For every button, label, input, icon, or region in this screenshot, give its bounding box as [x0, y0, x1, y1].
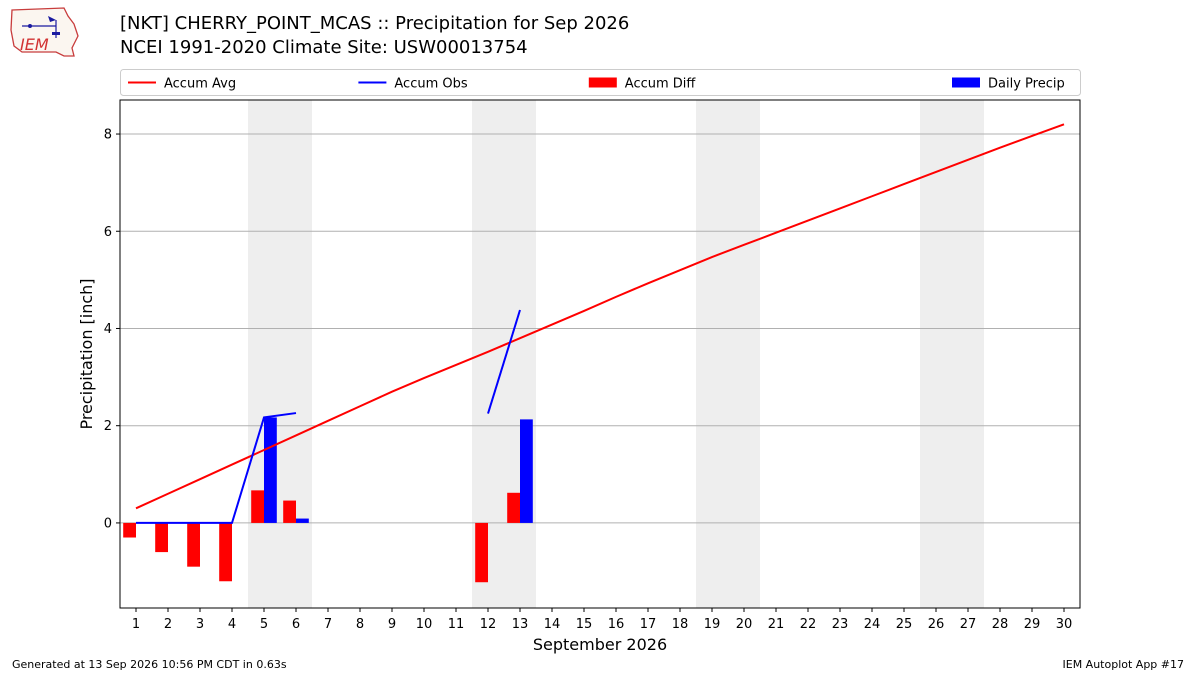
x-tick-label: 18 [672, 617, 689, 632]
accum-avg-line [135, 123, 1065, 510]
weekend-band [504, 100, 536, 608]
accum-diff-bar [251, 490, 264, 523]
x-tick-label: 22 [800, 617, 817, 632]
x-tick-label: 10 [416, 617, 433, 632]
x-tick-label: 13 [512, 617, 529, 632]
weekend-band [248, 100, 280, 608]
x-tick-label: 29 [1024, 617, 1041, 632]
x-tick-label: 17 [640, 617, 657, 632]
x-tick-label: 7 [324, 617, 332, 632]
y-tick-label: 8 [104, 128, 112, 143]
x-tick-label: 21 [768, 617, 785, 632]
accum-diff-bar [123, 522, 136, 538]
daily-precip-bar [264, 417, 277, 523]
x-tick-label: 25 [896, 617, 913, 632]
x-tick-label: 30 [1056, 617, 1073, 632]
generated-timestamp: Generated at 13 Sep 2026 10:56 PM CDT in… [12, 658, 287, 671]
logo-text: IEM [20, 35, 49, 54]
daily-precip-bar [520, 419, 533, 523]
y-tick-label: 4 [104, 322, 112, 337]
legend-swatch-accum-diff [588, 77, 617, 88]
accum-obs-line [487, 309, 521, 414]
x-tick-label: 20 [736, 617, 753, 632]
x-tick-label: 24 [864, 617, 881, 632]
x-tick-label: 5 [260, 617, 268, 632]
x-tick-label: 4 [228, 617, 236, 632]
accum-diff-bar [475, 522, 488, 583]
x-tick-label: 15 [576, 617, 593, 632]
x-tick-label: 14 [544, 617, 561, 632]
accum-diff-bar [219, 522, 232, 582]
x-tick-label: 3 [196, 617, 204, 632]
y-axis-label: Precipitation [inch] [77, 278, 96, 429]
accum-diff-bar [155, 522, 168, 553]
legend-label-accum-avg: Accum Avg [164, 77, 236, 92]
weekend-band [280, 100, 312, 608]
x-tick-label: 19 [704, 617, 721, 632]
accum-diff-bar [507, 492, 520, 523]
legend-label-daily-precip: Daily Precip [988, 77, 1065, 92]
x-tick-label: 28 [992, 617, 1009, 632]
app-credit: IEM Autoplot App #17 [1062, 658, 1185, 671]
x-tick-label: 2 [164, 617, 172, 632]
legend-label-accum-diff: Accum Diff [625, 77, 697, 92]
chart-title: [NKT] CHERRY_POINT_MCAS :: Precipitation… [120, 13, 630, 34]
x-tick-label: 12 [480, 617, 497, 632]
legend-label-accum-obs: Accum Obs [394, 77, 467, 92]
accum-diff-bar [187, 522, 200, 567]
y-tick-label: 2 [104, 419, 112, 434]
daily-precip-bar [296, 518, 309, 523]
x-tick-label: 8 [356, 617, 364, 632]
x-axis-label: September 2026 [533, 635, 667, 654]
legend-swatch-daily-precip [952, 77, 980, 88]
accum-diff-bar [283, 500, 296, 523]
weekend-band [952, 100, 984, 608]
x-tick-label: 16 [608, 617, 625, 632]
x-tick-label: 26 [928, 617, 945, 632]
y-tick-label: 0 [104, 516, 112, 531]
chart-subtitle: NCEI 1991-2020 Climate Site: USW00013754 [120, 37, 528, 58]
x-tick-label: 27 [960, 617, 977, 632]
x-tick-label: 23 [832, 617, 849, 632]
iem-logo: IEM [8, 6, 82, 60]
x-tick-label: 11 [448, 617, 465, 632]
y-tick-label: 6 [104, 225, 112, 240]
plot-frame [119, 99, 1081, 609]
x-tick-label: 6 [292, 617, 300, 632]
weekend-band [728, 100, 760, 608]
x-tick-label: 1 [132, 617, 140, 632]
accum-obs-line [136, 412, 297, 524]
weekend-band [696, 100, 728, 608]
x-tick-label: 9 [388, 617, 396, 632]
